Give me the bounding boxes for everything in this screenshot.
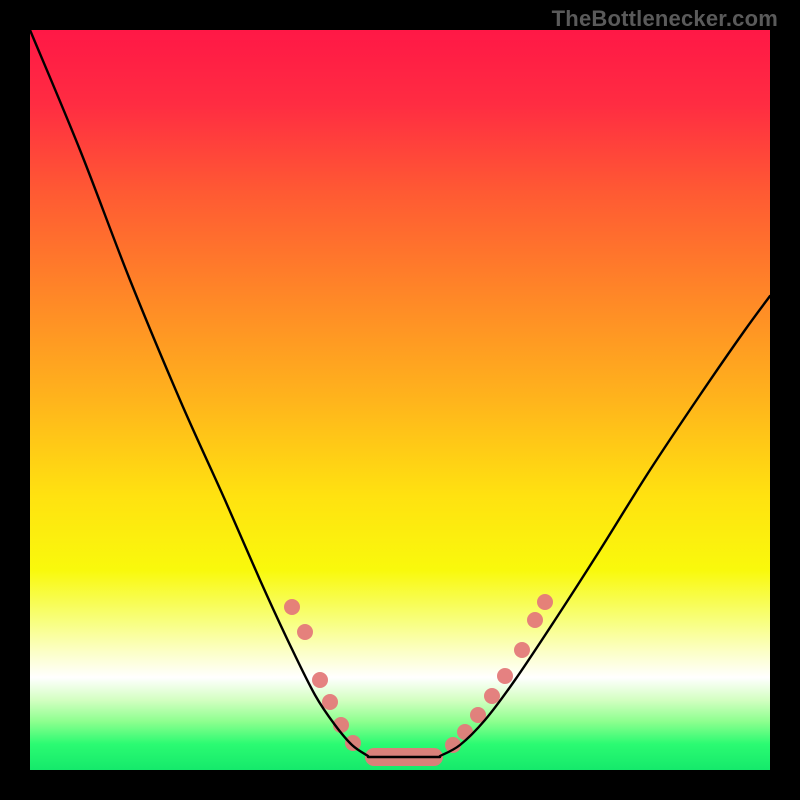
watermark-text: TheBottlenecker.com (552, 6, 778, 32)
curve-right-branch (440, 296, 770, 756)
curve-layer (0, 0, 800, 800)
markers (284, 594, 553, 766)
plot-area (30, 30, 770, 770)
curve-left-branch (30, 30, 368, 756)
chart-container: TheBottlenecker.com (0, 0, 800, 800)
